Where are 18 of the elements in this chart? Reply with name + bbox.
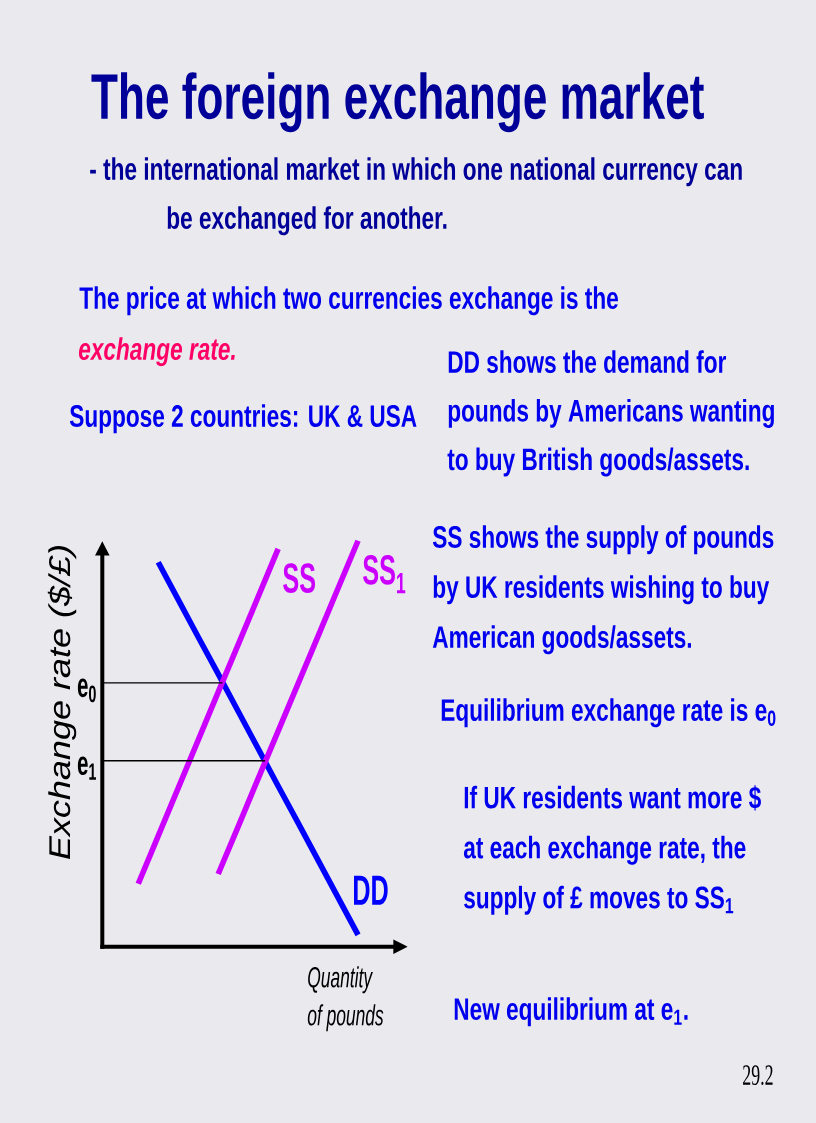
chart-subtitle: - the international market in which one national currency can be exchanged for another. [90, 157, 742, 236]
text: DD shows the demand for pounds by Americans wanting to buy British goods/assets. [447, 350, 774, 477]
text: Suppose 2 countries: UK & USA [69, 404, 417, 434]
text: Equilibrium exchange rate is e$_{0}$ [441, 698, 776, 728]
ref-line-label: e$_{1}$ [77, 756, 96, 780]
text: New equilibrium at e$_{1}$. [454, 997, 688, 1027]
text: exchange rate. [78, 337, 235, 367]
y-axis-title: Exchange rate ($/£) [47, 546, 77, 859]
series-label: SS [283, 563, 316, 593]
text: The price at which two currencies exchange is the [79, 286, 618, 316]
x-axis-title: Quantity of pounds [307, 966, 384, 1032]
chart-title: The foreign exchange market [91, 72, 704, 133]
text: SS shows the supply of pounds by UK residents wishing to buy American goods/assets. [432, 525, 774, 655]
ref-line-label: e$_{0}$ [77, 678, 96, 703]
text: 29.2 [743, 1065, 773, 1086]
series-label: DD [354, 875, 388, 905]
series-label: SS$_{1}$ [363, 555, 406, 594]
text: If UK residents want more $ at each exchange rate, the supply of £ moves to SS$_{1}$ [463, 785, 761, 915]
